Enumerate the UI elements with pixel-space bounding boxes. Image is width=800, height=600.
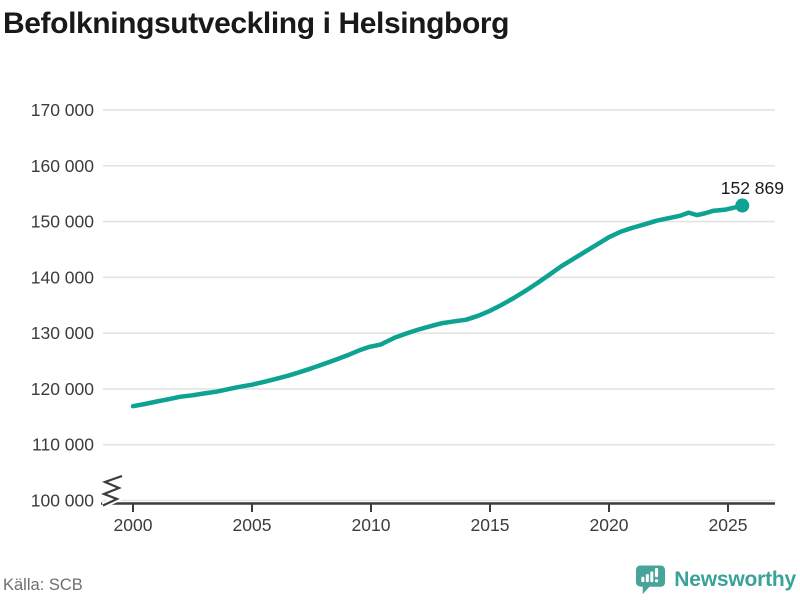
x-tick-label: 2010 <box>352 515 391 535</box>
source-note: Källa: SCB <box>3 576 83 594</box>
y-tick-label: 160 000 <box>31 156 95 176</box>
y-tick-label: 150 000 <box>31 212 95 232</box>
y-tick-label: 130 000 <box>31 323 95 343</box>
chart-title: Befolkningsutveckling i Helsingborg <box>3 7 510 40</box>
x-tick-label: 2020 <box>590 515 629 535</box>
axis-break-icon <box>100 474 123 507</box>
y-tick-label: 100 000 <box>31 491 95 511</box>
x-tick-label: 2000 <box>114 515 153 535</box>
end-point-dot <box>735 198 750 213</box>
population-line <box>130 203 745 409</box>
y-tick-label: 170 000 <box>31 100 95 120</box>
x-tick-label: 2015 <box>471 515 510 535</box>
x-tick-label: 2005 <box>233 515 272 535</box>
y-tick-label: 120 000 <box>31 379 95 399</box>
end-point-label: 152 869 <box>721 178 784 198</box>
newsworthy-icon <box>636 565 666 595</box>
brand-logo[interactable]: Newsworthy <box>634 563 796 597</box>
y-tick-label: 110 000 <box>32 435 94 455</box>
x-tick-label: 2025 <box>709 515 748 535</box>
y-tick-label: 140 000 <box>31 267 95 287</box>
brand-name: Newsworthy <box>674 568 796 591</box>
